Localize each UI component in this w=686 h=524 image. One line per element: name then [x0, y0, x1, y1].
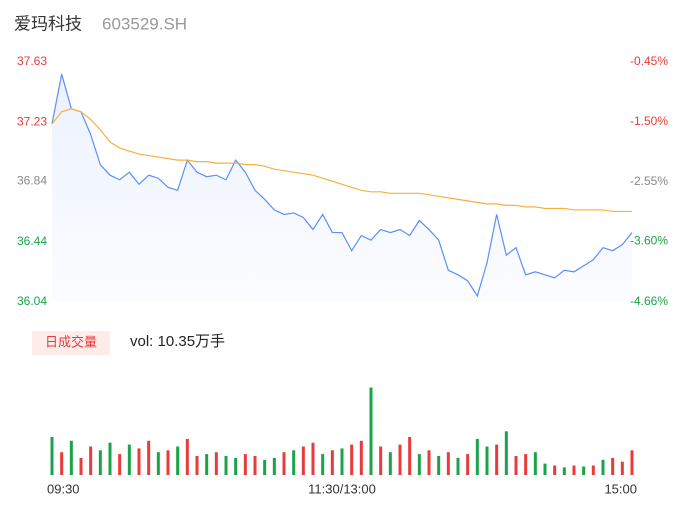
volume-bar — [50, 437, 54, 475]
volume-bar — [504, 431, 508, 475]
stock-code: 603529.SH — [102, 14, 187, 33]
volume-bar — [475, 438, 479, 475]
volume-bar — [350, 444, 354, 475]
volume-text: vol: 10.35万手 — [130, 333, 225, 350]
price-area — [52, 74, 632, 302]
volume-bar — [89, 446, 93, 475]
volume-bar — [398, 444, 402, 475]
chart-title: 爱玛科技 — [14, 14, 82, 33]
volume-bar — [340, 448, 344, 475]
average-line — [51, 108, 632, 213]
volume-bar — [292, 450, 296, 475]
volume-title: 日成交量 — [45, 334, 97, 349]
volume-bar — [524, 454, 528, 475]
volume-bar — [582, 466, 586, 475]
volume-bar — [591, 465, 595, 475]
volume-bar — [495, 444, 499, 475]
volume-bar — [543, 463, 547, 475]
volume-bar — [466, 454, 470, 475]
volume-bar — [243, 454, 247, 475]
y2-tick-label: -3.60% — [630, 234, 668, 248]
y2-tick-label: -0.45% — [630, 54, 668, 68]
volume-bar — [253, 456, 257, 475]
x-tick-label: 09:30 — [47, 481, 80, 496]
volume-bar — [427, 450, 431, 475]
volume-badge — [32, 331, 110, 355]
volume-bar — [214, 452, 218, 475]
volume-bar — [301, 446, 305, 475]
volume-bar — [408, 437, 412, 475]
volume-bar — [514, 456, 518, 475]
volume-bar — [127, 444, 131, 475]
volume-bar — [60, 452, 64, 475]
volume-bar — [572, 465, 576, 475]
volume-bar — [147, 440, 151, 475]
y-tick-label: 36.04 — [17, 294, 47, 308]
volume-bar — [118, 454, 122, 475]
volume-bar — [330, 450, 334, 475]
volume-bar — [234, 457, 238, 475]
volume-bar — [601, 459, 605, 475]
volume-bar — [195, 456, 199, 475]
volume-bar — [379, 446, 383, 475]
volume-bar — [321, 454, 325, 475]
volume-bar — [69, 440, 73, 475]
price-line — [51, 73, 633, 298]
volume-bar — [562, 467, 566, 475]
volume-bar — [553, 465, 557, 475]
y-tick-label: 37.23 — [17, 115, 47, 129]
volume-bar — [166, 450, 170, 475]
volume-bar — [446, 452, 450, 475]
volume-bar — [533, 452, 537, 475]
y-tick-label: 36.84 — [17, 173, 47, 187]
y-tick-label: 37.63 — [17, 54, 47, 68]
volume-bar — [369, 387, 373, 475]
y-tick-label: 36.44 — [17, 234, 47, 248]
y2-tick-label: -1.50% — [630, 114, 668, 128]
y2-tick-label: -2.55% — [630, 174, 668, 188]
volume-bar — [272, 457, 276, 475]
x-tick-label: 11:30/13:00 — [308, 481, 376, 496]
volume-bar — [205, 454, 209, 475]
volume-bar — [79, 457, 83, 475]
volume-bar — [282, 452, 286, 475]
volume-bar — [108, 442, 112, 475]
volume-bar — [456, 457, 460, 475]
volume-bar — [630, 450, 634, 475]
volume-bar — [620, 461, 624, 475]
volume-bar — [185, 438, 189, 475]
volume-bar — [224, 456, 228, 475]
volume-bar — [417, 454, 421, 475]
volume-bar — [156, 452, 160, 475]
y2-tick-label: -4.66% — [630, 294, 668, 308]
volume-bar — [359, 440, 363, 475]
volume-bar — [311, 442, 315, 475]
x-tick-label: 15:00 — [604, 481, 637, 496]
volume-bar — [485, 446, 489, 475]
volume-bar — [611, 457, 615, 475]
volume-bar — [388, 452, 392, 475]
volume-bar — [137, 448, 141, 475]
volume-bar — [98, 450, 102, 475]
volume-bar — [263, 459, 267, 475]
volume-bar — [176, 446, 180, 475]
volume-bar — [437, 456, 441, 475]
